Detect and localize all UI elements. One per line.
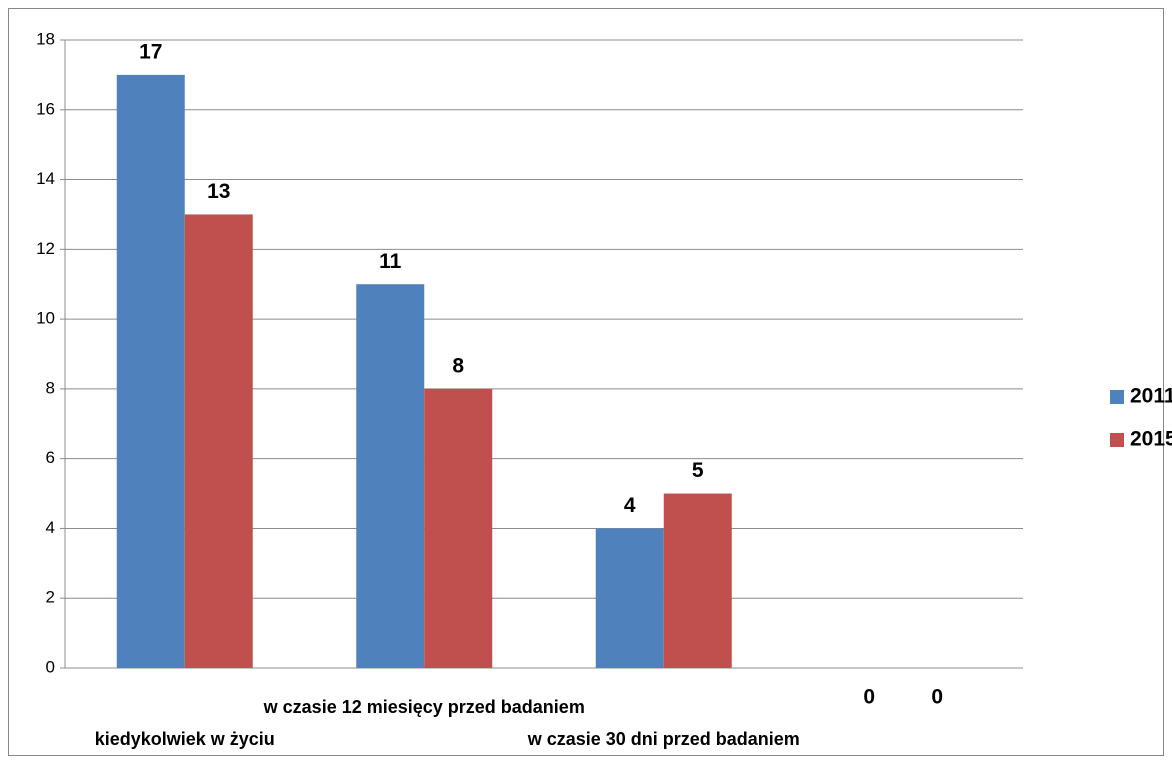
y-tick-label: 18 [36, 29, 55, 48]
y-tick-label: 12 [36, 239, 55, 258]
y-tick-label: 0 [46, 657, 55, 676]
bar [184, 214, 253, 668]
x-tick-label: kiedykolwiek w życiu [95, 729, 275, 749]
legend-swatch [1110, 390, 1124, 404]
legend-label: 2015 [1130, 428, 1172, 451]
y-tick-label: 16 [36, 99, 55, 118]
y-tick-label: 4 [46, 518, 55, 537]
data-label: 8 [452, 354, 464, 377]
data-label: 0 [863, 686, 875, 709]
data-label: 11 [379, 250, 402, 273]
x-tick-label: w czasie 12 miesięcy przed badaniem [263, 697, 585, 717]
data-label: 17 [139, 40, 162, 63]
data-label: 0 [931, 686, 943, 709]
y-tick-label: 14 [36, 169, 55, 188]
legend-swatch [1110, 433, 1124, 447]
bar [424, 388, 493, 668]
legend-label: 2011 [1130, 385, 1172, 408]
data-label: 4 [624, 494, 636, 517]
y-tick-label: 2 [46, 588, 55, 607]
bar [356, 284, 425, 668]
y-tick-label: 8 [46, 378, 55, 397]
bar [663, 493, 732, 668]
data-label: 13 [207, 180, 230, 203]
y-tick-label: 6 [46, 448, 55, 467]
x-tick-label: w czasie 30 dni przed badaniem [527, 729, 800, 749]
bar [595, 528, 664, 668]
data-label: 5 [692, 459, 704, 482]
y-tick-label: 10 [36, 309, 55, 328]
bar [116, 74, 185, 668]
